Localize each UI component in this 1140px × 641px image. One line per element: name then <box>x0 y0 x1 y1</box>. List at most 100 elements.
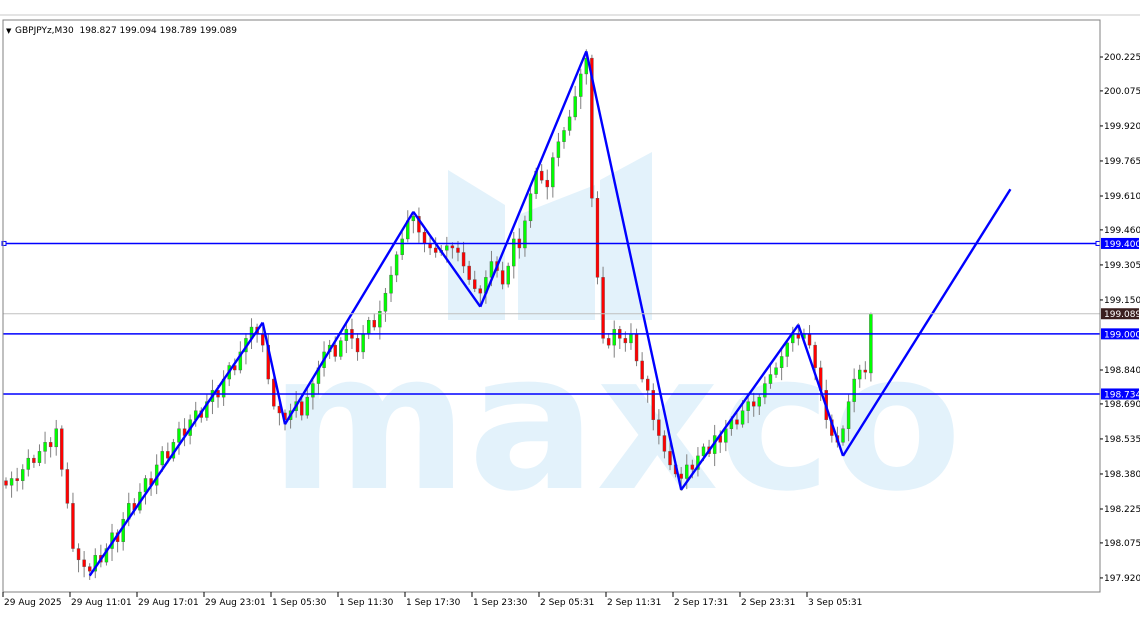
y-tick-label: 198.840 <box>1104 366 1140 376</box>
candle-body <box>629 333 633 344</box>
candle-body <box>774 367 778 375</box>
candle-body <box>400 238 404 255</box>
y-tick-label: 199.460 <box>1104 226 1140 236</box>
candle-body <box>272 378 276 407</box>
candle <box>562 127 566 149</box>
candle-body <box>662 435 667 452</box>
candle <box>400 231 404 260</box>
candle-body <box>640 360 644 380</box>
candle-body <box>473 279 477 289</box>
candle-body <box>679 473 683 479</box>
candle <box>389 266 393 302</box>
candle <box>657 409 661 445</box>
candle <box>573 85 577 121</box>
level-price-label-bg <box>1101 328 1139 340</box>
level-handle[interactable] <box>1095 240 1101 246</box>
candle <box>668 442 672 471</box>
candle-body <box>417 216 421 233</box>
x-tick-label: 2 Sep 11:31 <box>607 598 661 608</box>
zigzag-segment <box>412 211 482 308</box>
candle <box>60 425 64 477</box>
candle-body <box>445 245 449 251</box>
candle-body <box>9 478 14 486</box>
candle-body <box>121 518 125 542</box>
x-tick-label: 1 Sep 05:30 <box>272 598 327 608</box>
candle-body <box>389 274 393 294</box>
candle <box>478 285 482 306</box>
candle-body <box>361 333 365 353</box>
candle <box>763 376 767 405</box>
candle-body <box>367 320 371 335</box>
level-handle[interactable] <box>1 240 7 246</box>
candle <box>205 394 209 421</box>
candle <box>746 396 750 424</box>
candle <box>238 341 243 374</box>
candle <box>473 270 477 293</box>
candle-body <box>339 340 343 357</box>
candle-body <box>735 419 739 425</box>
y-tick-label: 199.765 <box>1104 157 1140 167</box>
candle-body <box>528 193 533 222</box>
candle-body <box>623 338 628 344</box>
horizontal-levels[interactable]: 199.400 199.000 198.734 199.089 <box>1 237 1140 401</box>
candle-body <box>562 130 566 142</box>
candle <box>71 492 75 552</box>
candle <box>15 467 19 492</box>
zigzag-segment <box>680 324 800 491</box>
price-axis[interactable]: 200.225 200.075 199.920 199.765 199.610 199.4… <box>1100 53 1140 584</box>
symbol-dropdown-icon[interactable]: ▼ <box>6 27 12 35</box>
y-tick-label: 198.225 <box>1104 505 1140 515</box>
candle <box>177 421 181 455</box>
candle-body <box>238 351 243 371</box>
candle-body <box>813 344 817 368</box>
candle-body <box>512 238 516 267</box>
symbol-info: GBPJPYz,M30 198.827 199.094 198.789 199.… <box>15 26 237 36</box>
candle-body <box>724 428 728 443</box>
candle-body <box>746 401 750 411</box>
candle-body <box>606 338 611 346</box>
candle <box>32 454 36 468</box>
zigzag-segment <box>261 322 287 425</box>
candle-body <box>752 401 756 407</box>
candle-body <box>333 344 337 357</box>
zigzag-segment <box>797 324 845 457</box>
current-price-label: 199.089 <box>1104 310 1140 320</box>
candle-body <box>260 333 265 346</box>
candle-body <box>858 369 862 380</box>
candle <box>512 231 516 279</box>
candle <box>579 68 583 109</box>
candle <box>852 368 856 413</box>
candle-body <box>26 457 31 470</box>
candle <box>523 215 527 257</box>
candle-body <box>143 478 148 493</box>
zigzag-segment <box>283 211 415 425</box>
candle <box>779 347 784 381</box>
candle-body <box>82 559 86 567</box>
candle <box>467 260 471 285</box>
y-tick-label: 199.150 <box>1104 296 1140 306</box>
time-axis[interactable]: 29 Aug 2025 29 Aug 11:01 29 Aug 17:01 29 Au… <box>2 592 862 608</box>
candle <box>640 352 644 383</box>
candle-body <box>372 320 376 328</box>
candle-body <box>378 311 382 328</box>
candle-body <box>556 141 561 158</box>
candle-body <box>300 401 304 416</box>
level-price-label-bg <box>1101 388 1139 400</box>
x-tick-label: 29 Aug 17:01 <box>138 598 199 608</box>
candle-body <box>355 338 360 353</box>
candle <box>450 242 455 259</box>
candle-body <box>21 469 25 481</box>
candle-body <box>584 57 589 75</box>
candle-body <box>305 396 310 416</box>
candle-body <box>433 247 438 253</box>
candle <box>433 237 438 258</box>
candle-body <box>461 252 466 267</box>
candle-body <box>523 220 527 249</box>
candle <box>383 287 388 322</box>
candle-body <box>37 451 42 463</box>
candle-body <box>4 480 8 486</box>
candle-body <box>71 503 75 549</box>
candle <box>623 331 628 352</box>
